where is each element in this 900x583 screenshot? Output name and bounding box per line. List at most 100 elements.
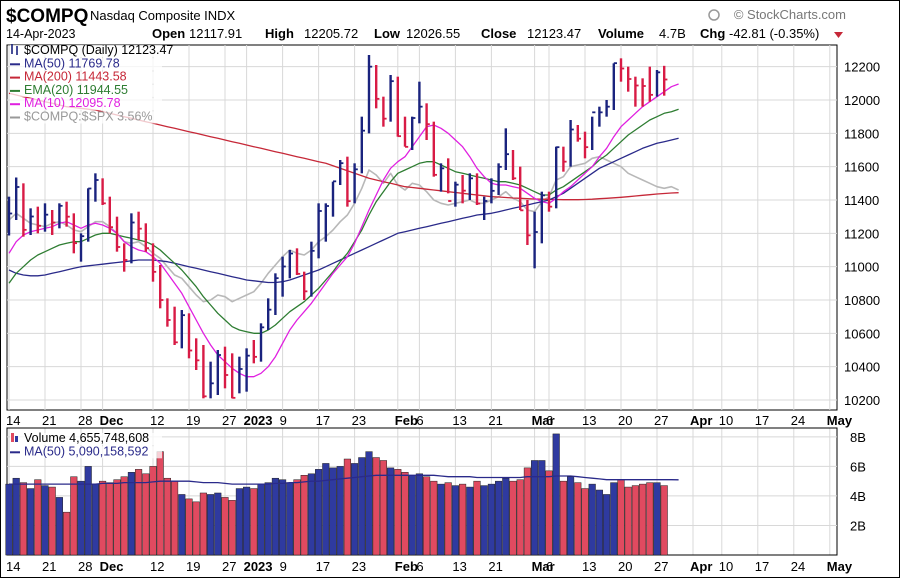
price-bar bbox=[216, 350, 221, 395]
volume-bar bbox=[322, 463, 330, 556]
price-bar bbox=[497, 163, 502, 195]
close-value: 12123.47 bbox=[527, 26, 581, 41]
legend-backdrop bbox=[10, 45, 162, 57]
price-tick-label: 12200 bbox=[844, 60, 880, 75]
price-bar bbox=[259, 323, 265, 362]
volume-bar bbox=[178, 494, 186, 556]
x-tick-label: 2023 bbox=[244, 413, 273, 428]
volume-bar bbox=[207, 494, 215, 556]
price-bar bbox=[173, 306, 178, 345]
price-bar bbox=[411, 116, 416, 150]
x-tick-label: 20 bbox=[618, 413, 632, 428]
price-bar bbox=[634, 76, 639, 107]
price-tick-label: 10200 bbox=[844, 393, 880, 408]
price-bar bbox=[94, 173, 99, 202]
price-bar bbox=[209, 361, 214, 399]
price-tick-label: 10400 bbox=[844, 360, 880, 375]
volume-panel: 2B 4B 6B 8B bbox=[5, 427, 866, 556]
volume-bar bbox=[538, 460, 546, 556]
price-bar bbox=[202, 345, 207, 399]
legend-backdrop bbox=[10, 433, 162, 445]
price-bar bbox=[238, 356, 243, 394]
price-bar bbox=[267, 298, 272, 330]
legend-backdrop bbox=[10, 446, 162, 459]
x-tick-label: 9 bbox=[280, 413, 287, 428]
volume-bar bbox=[617, 479, 625, 556]
x-tick-label: 23 bbox=[352, 413, 366, 428]
volume-bar bbox=[315, 469, 323, 556]
symbol-title: $COMPQ bbox=[6, 6, 88, 27]
volume-bar bbox=[142, 473, 150, 556]
x-tick-label: 19 bbox=[186, 413, 200, 428]
volume-bar bbox=[185, 498, 193, 556]
x-tick-label: Apr bbox=[690, 413, 712, 428]
x-tick-label: 19 bbox=[186, 559, 200, 574]
x-tick-label: 24 bbox=[791, 413, 805, 428]
x-tick-label: 14 bbox=[6, 559, 20, 574]
price-bar bbox=[158, 265, 164, 309]
volume-bar bbox=[603, 494, 611, 556]
volume-bar bbox=[91, 483, 99, 556]
price-tick-label: 11400 bbox=[844, 193, 879, 208]
volume-bar bbox=[336, 466, 344, 556]
volume-bar bbox=[55, 497, 63, 556]
volume-bar bbox=[192, 501, 200, 556]
price-bar bbox=[86, 187, 92, 242]
volume-bar bbox=[581, 488, 589, 556]
x-tick-label: 10 bbox=[719, 413, 733, 428]
price-bar bbox=[339, 160, 344, 185]
price-bar bbox=[663, 65, 668, 96]
price-bar bbox=[375, 65, 380, 109]
volume-bar bbox=[437, 483, 445, 556]
volume-bar bbox=[646, 482, 654, 556]
price-bar bbox=[555, 146, 560, 209]
legend-label: EMA(20) 11944.55 bbox=[24, 83, 128, 97]
legend-backdrop bbox=[10, 71, 162, 84]
price-bar bbox=[281, 256, 286, 297]
price-bar bbox=[72, 213, 77, 254]
volume-bar bbox=[379, 460, 387, 556]
price-bar bbox=[367, 55, 373, 134]
volume-bar bbox=[595, 489, 603, 556]
low-value: 12026.55 bbox=[406, 26, 460, 41]
price-bar bbox=[108, 196, 113, 234]
legend-backdrop bbox=[10, 98, 162, 111]
volume-bar bbox=[171, 480, 179, 556]
price-bar bbox=[144, 223, 149, 252]
volume-bar bbox=[34, 479, 42, 556]
volume-bar bbox=[408, 475, 416, 556]
price-bar bbox=[245, 348, 250, 392]
price-bar bbox=[58, 203, 63, 229]
price-tick-label: 10800 bbox=[844, 293, 880, 308]
x-tick-label: 17 bbox=[755, 413, 769, 428]
volume-bar bbox=[631, 485, 639, 556]
price-bar bbox=[303, 271, 308, 300]
price-bar bbox=[43, 203, 49, 232]
x-tick-label: 14 bbox=[6, 413, 20, 428]
price-bar bbox=[346, 156, 351, 207]
volume-bar bbox=[423, 476, 431, 556]
volume-bar bbox=[653, 482, 661, 556]
volume-bar bbox=[639, 483, 647, 556]
price-bar bbox=[641, 78, 646, 107]
volume-bar bbox=[487, 483, 495, 556]
volume-bar bbox=[99, 480, 107, 556]
price-tick-label: 11600 bbox=[844, 160, 879, 175]
price-bar bbox=[583, 131, 589, 159]
legend-label: MA(10) 12095.78 bbox=[24, 96, 121, 110]
volume-bar bbox=[516, 479, 524, 556]
price-bar bbox=[598, 106, 603, 127]
x-tick-label: May bbox=[827, 559, 853, 574]
volume-bar bbox=[120, 476, 128, 556]
price-bar bbox=[454, 181, 459, 207]
x-tick-label: 12 bbox=[150, 413, 164, 428]
price-bar bbox=[187, 313, 193, 359]
price-bar bbox=[619, 58, 625, 82]
x-tick-label: 27 bbox=[222, 559, 236, 574]
volume-bar bbox=[444, 482, 452, 556]
price-tick-label: 11200 bbox=[844, 226, 879, 241]
volume-bar bbox=[329, 467, 337, 556]
